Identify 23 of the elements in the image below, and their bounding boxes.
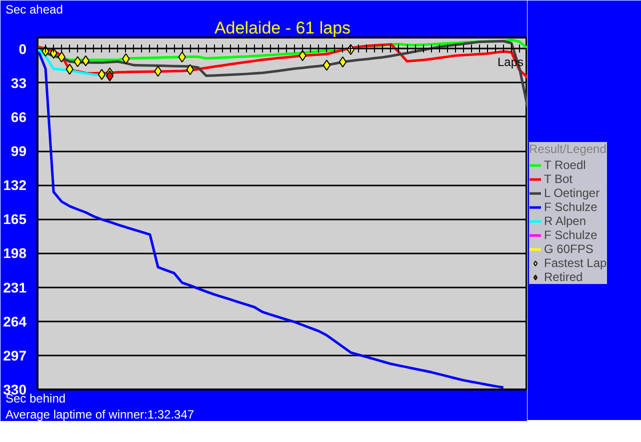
y-tick-label: 198	[3, 245, 27, 262]
chart-title: Adelaide - 61 laps	[214, 18, 351, 38]
legend-label: T Roedl	[544, 158, 586, 172]
y-tick-label: 66	[10, 108, 27, 125]
y-tick-label: 0	[18, 40, 27, 57]
legend-label: G 60FPS	[544, 242, 594, 256]
y-axis-title: Sec ahead	[6, 2, 63, 16]
y-tick-label: 165	[3, 211, 27, 228]
y-tick-label: 297	[3, 347, 27, 364]
legend-title: Result/Legend	[529, 142, 607, 156]
legend-label: L Oetinger	[544, 186, 600, 200]
legend-label: R Alpen	[544, 214, 586, 228]
y-tick-label: 99	[10, 143, 27, 160]
y-tick-label: 33	[10, 74, 27, 91]
text: Average laptime of winner:1:32.347	[6, 408, 194, 422]
legend-label: F Schulze	[544, 200, 598, 214]
legend-label: Retired	[544, 270, 583, 284]
y-tick-label: 231	[3, 279, 27, 296]
legend-label: Fastest Lap	[544, 256, 607, 270]
legend-label: F Schulze	[544, 228, 598, 242]
y-tick-label: 132	[3, 177, 27, 194]
y-tick-label: 264	[3, 313, 27, 330]
legend-label: T Bot	[544, 172, 572, 186]
